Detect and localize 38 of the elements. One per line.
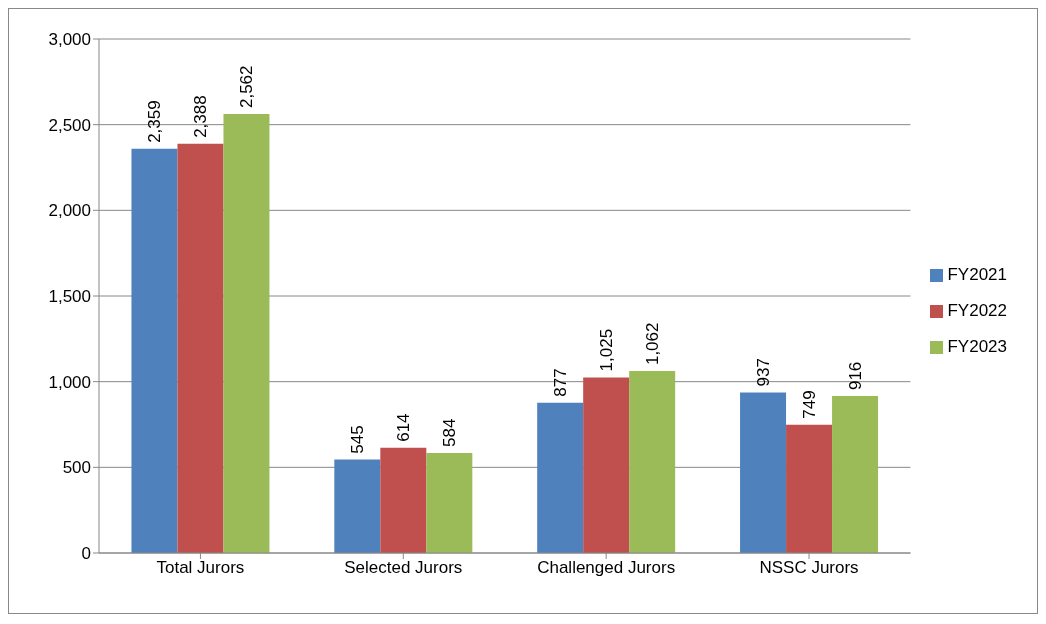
data-label: 1,025	[597, 328, 617, 372]
legend-label: FY2022	[947, 301, 1007, 320]
data-label: 614	[394, 413, 414, 442]
bar	[629, 371, 676, 553]
bar	[177, 143, 224, 553]
data-label: 1,062	[643, 322, 663, 366]
data-label: 2,388	[191, 95, 211, 138]
bar	[786, 424, 833, 553]
data-label: 749	[800, 390, 820, 419]
bar	[426, 452, 473, 553]
bar	[832, 396, 879, 553]
x-tick-label: Challenged Jurors	[537, 558, 676, 578]
data-label: 545	[348, 425, 368, 454]
data-label: 2,359	[145, 100, 165, 143]
y-tick-label: 2,000	[48, 201, 91, 221]
legend-label: FY2021	[947, 265, 1007, 284]
bar	[334, 459, 381, 553]
x-tick-label: NSSC Jurors	[759, 558, 859, 578]
y-tick-label: 1,000	[48, 372, 91, 392]
y-tick-label: 0	[81, 544, 91, 564]
y-tick-label: 3,000	[48, 30, 91, 50]
data-label: 584	[440, 418, 460, 447]
bar	[380, 447, 427, 553]
y-tick-label: 500	[62, 458, 91, 478]
legend-label: FY2023	[947, 337, 1007, 356]
data-label: 916	[846, 361, 866, 391]
bar	[537, 402, 584, 553]
data-label: 937	[754, 358, 774, 387]
bar	[131, 148, 178, 553]
x-tick-label: Total Jurors	[156, 558, 245, 578]
bar	[740, 392, 787, 553]
y-tick-label: 2,500	[48, 115, 91, 135]
bar	[583, 377, 630, 553]
x-tick-label: Selected Jurors	[344, 558, 463, 578]
y-tick-label: 1,500	[48, 287, 91, 307]
data-label: 877	[551, 368, 571, 397]
bar	[223, 114, 270, 553]
data-label: 2,562	[237, 65, 257, 109]
